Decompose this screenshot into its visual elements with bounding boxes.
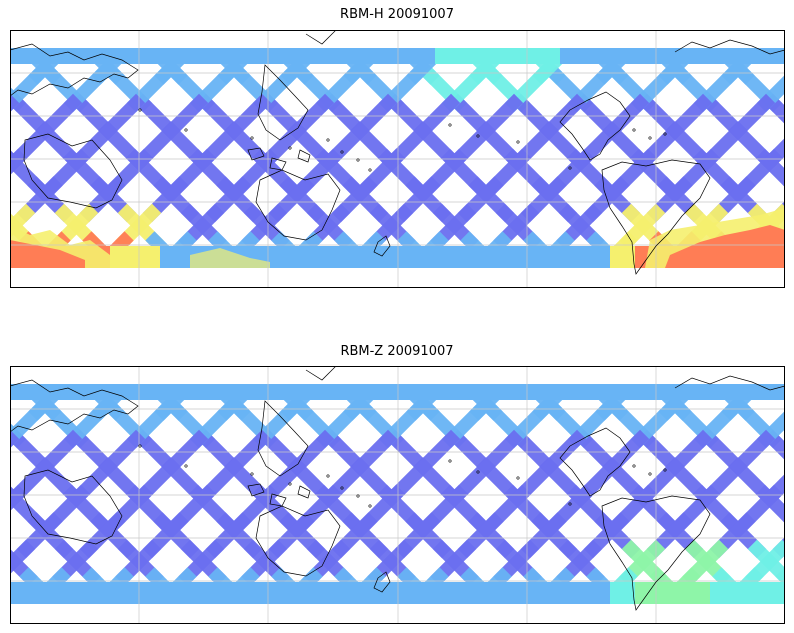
coastlines-1 bbox=[10, 366, 785, 611]
map-svg-0 bbox=[10, 30, 785, 288]
map-panel-rbm-h bbox=[10, 30, 785, 288]
map-panel-rbm-z bbox=[10, 366, 785, 624]
coastlines-0 bbox=[10, 30, 785, 275]
map-title-rbm-h: RBM-H 20091007 bbox=[340, 7, 454, 22]
map-title-rbm-z: RBM-Z 20091007 bbox=[340, 344, 454, 359]
map-svg-1 bbox=[10, 366, 785, 624]
